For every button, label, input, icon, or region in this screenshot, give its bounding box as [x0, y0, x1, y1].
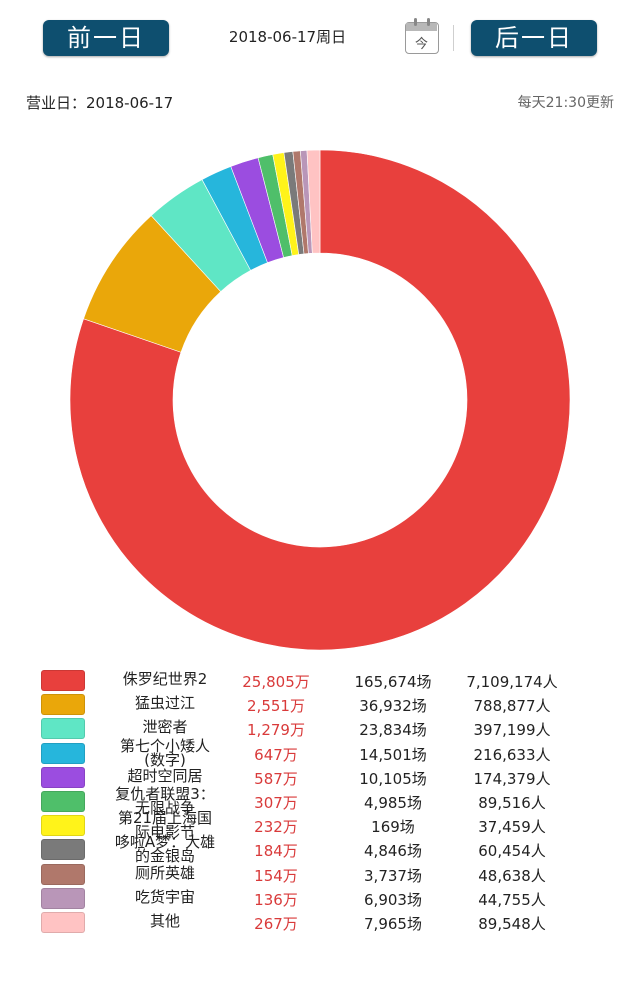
attendance: 788,877人 — [473, 697, 551, 716]
movie-name: 泄密者 — [142, 718, 188, 737]
legend-swatch — [41, 839, 85, 861]
show-count: 23,834场 — [359, 721, 427, 740]
legend-row[interactable]: 第21届上海国 际电影节 232万 169场 37,459人 — [0, 809, 641, 842]
attendance: 48,638人 — [478, 866, 546, 885]
calendar-icon — [406, 23, 437, 31]
legend-row[interactable]: 泄密者 1,279万 23,834场 397,199人 — [0, 716, 641, 741]
legend-row[interactable]: 其他 267万 7,965场 89,548人 — [0, 910, 641, 935]
legend-row[interactable]: 猛虫过江 2,551万 36,932场 788,877人 — [0, 692, 641, 717]
box-office: 232万 — [254, 818, 298, 837]
show-count: 10,105场 — [359, 769, 427, 788]
donut-chart — [69, 149, 571, 651]
show-count: 165,674场 — [354, 673, 432, 691]
attendance: 89,516人 — [478, 794, 546, 812]
legend-swatch — [41, 912, 85, 933]
box-office: 25,805万 — [242, 673, 310, 691]
attendance: 60,454人 — [478, 842, 546, 861]
attendance: 7,109,174人 — [466, 673, 558, 691]
legend-row[interactable]: 侏罗纪世界2 25,805万 165,674场 7,109,174人 — [0, 668, 641, 693]
business-day: 营业日：2018-06-17 — [26, 94, 174, 112]
box-office: 154万 — [254, 866, 298, 885]
box-office: 184万 — [254, 842, 298, 861]
movie-name: 第21届上海国 际电影节 — [117, 809, 213, 842]
show-count: 4,985场 — [364, 794, 422, 812]
prev-day-button[interactable]: 前一日 — [43, 20, 169, 56]
date-title: 2018-06-17周日 — [228, 28, 347, 46]
legend-swatch — [41, 791, 85, 812]
show-count: 36,932场 — [359, 697, 427, 716]
box-office: 587万 — [254, 769, 298, 788]
box-office: 307万 — [254, 794, 298, 812]
legend-swatch — [41, 742, 85, 764]
legend-swatch — [41, 718, 85, 740]
next-day-button[interactable]: 后一日 — [471, 20, 597, 56]
movie-name: 哆啦A梦：大雄 的金银岛 — [114, 833, 216, 866]
movie-name: 侏罗纪世界2 — [122, 670, 208, 688]
box-office: 267万 — [254, 915, 298, 933]
legend-row[interactable]: 哆啦A梦：大雄 的金银岛 184万 4,846场 60,454人 — [0, 833, 641, 866]
show-count: 14,501场 — [359, 745, 427, 764]
legend-swatch — [41, 815, 85, 837]
legend-row[interactable]: 超时空同居 587万 10,105场 174,379人 — [0, 765, 641, 790]
show-count: 4,846场 — [364, 842, 422, 861]
movie-name: 超时空同居 — [127, 766, 203, 785]
movie-name: 猛虫过江 — [134, 694, 195, 713]
legend-swatch — [41, 766, 85, 788]
movie-name: 厕所英雄 — [134, 863, 195, 882]
box-office: 1,279万 — [247, 721, 305, 740]
legend-row[interactable]: 第七个小矮人 (数字) 647万 14,501场 216,633人 — [0, 736, 641, 769]
divider — [453, 25, 454, 51]
show-count: 7,965场 — [364, 915, 422, 933]
box-office: 647万 — [254, 745, 298, 764]
legend-row[interactable]: 吃货宇宙 136万 6,903场 44,755人 — [0, 886, 641, 911]
box-office: 136万 — [254, 890, 298, 909]
movie-name: 其他 — [149, 912, 180, 930]
attendance: 216,633人 — [473, 745, 551, 764]
top-bar: 前一日 2018-06-17周日 今 后一日 — [0, 0, 641, 75]
donut-slice-1[interactable] — [69, 149, 571, 651]
donut-slice-11[interactable] — [306, 149, 321, 254]
attendance: 397,199人 — [473, 721, 551, 740]
show-count: 169场 — [371, 818, 415, 837]
attendance: 37,459人 — [478, 818, 546, 837]
movie-name: 第七个小矮人 (数字) — [119, 736, 210, 769]
legend-row[interactable]: 复仇者联盟3： 无限战争 307万 4,985场 89,516人 — [0, 785, 641, 817]
calendar-today-button[interactable]: 今 — [405, 18, 439, 54]
legend-swatch — [41, 694, 85, 716]
legend-swatch — [41, 887, 85, 909]
legend-row[interactable]: 厕所英雄 154万 3,737场 48,638人 — [0, 862, 641, 887]
show-count: 3,737场 — [364, 866, 422, 885]
legend-swatch — [41, 863, 85, 885]
movie-name: 复仇者联盟3： 无限战争 — [115, 785, 215, 817]
today-label: 今 — [414, 37, 428, 52]
attendance: 89,548人 — [478, 915, 546, 933]
show-count: 6,903场 — [364, 890, 422, 909]
legend-swatch — [41, 670, 85, 691]
attendance: 44,755人 — [478, 890, 546, 909]
movie-name: 吃货宇宙 — [134, 887, 195, 906]
attendance: 174,379人 — [473, 769, 551, 788]
update-note: 每天21:30更新 — [517, 95, 614, 111]
box-office: 2,551万 — [247, 697, 305, 716]
